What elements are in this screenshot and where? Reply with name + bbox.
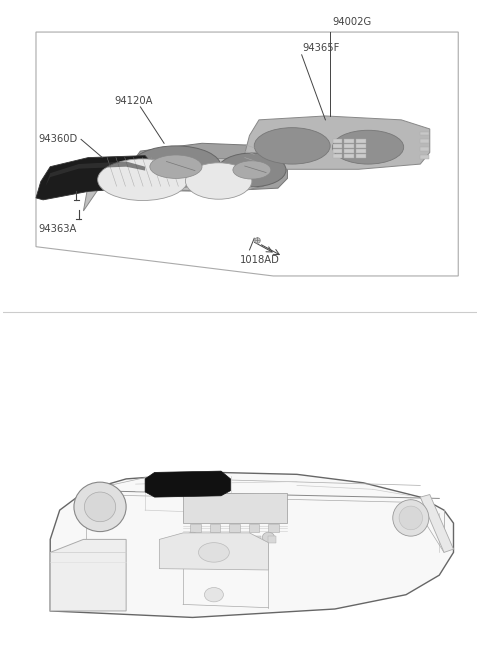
Bar <box>249 524 259 532</box>
Bar <box>356 144 366 148</box>
Ellipse shape <box>262 532 275 543</box>
Bar <box>268 536 276 543</box>
Bar <box>253 536 261 543</box>
Text: 94363A: 94363A <box>38 224 77 234</box>
Polygon shape <box>36 155 155 200</box>
Bar <box>210 524 220 532</box>
Bar <box>190 524 201 532</box>
Bar <box>229 524 240 532</box>
Bar <box>333 138 342 142</box>
Ellipse shape <box>199 543 229 562</box>
Ellipse shape <box>84 492 116 522</box>
Bar <box>192 536 200 543</box>
Bar <box>238 536 246 543</box>
Polygon shape <box>50 472 454 617</box>
Bar <box>420 139 429 143</box>
Ellipse shape <box>254 128 330 164</box>
Ellipse shape <box>233 161 271 179</box>
Text: 94120A: 94120A <box>114 96 153 106</box>
Bar <box>420 147 429 151</box>
Ellipse shape <box>185 163 252 199</box>
Ellipse shape <box>393 500 429 536</box>
Text: 1018AD: 1018AD <box>240 255 280 265</box>
Text: 94360D: 94360D <box>38 134 78 144</box>
Bar <box>268 524 279 532</box>
Polygon shape <box>46 161 145 186</box>
Bar <box>420 132 429 136</box>
Bar <box>420 155 429 159</box>
Text: 94365F: 94365F <box>302 43 340 53</box>
Bar <box>183 493 288 523</box>
Polygon shape <box>159 533 268 570</box>
Ellipse shape <box>74 482 126 531</box>
Bar <box>208 536 216 543</box>
Ellipse shape <box>97 159 188 201</box>
Ellipse shape <box>399 506 422 530</box>
Polygon shape <box>50 539 126 611</box>
Polygon shape <box>145 471 230 497</box>
Ellipse shape <box>218 153 286 187</box>
Bar <box>356 138 366 142</box>
Bar <box>344 154 354 158</box>
Polygon shape <box>126 143 288 192</box>
Bar <box>344 149 354 153</box>
Bar <box>333 154 342 158</box>
Polygon shape <box>84 157 264 211</box>
Bar <box>344 138 354 142</box>
Ellipse shape <box>131 146 221 188</box>
Text: 94002G: 94002G <box>333 17 372 27</box>
Bar <box>223 536 230 543</box>
Bar <box>333 144 342 148</box>
Bar <box>344 144 354 148</box>
Ellipse shape <box>150 155 202 178</box>
Bar <box>356 154 366 158</box>
Ellipse shape <box>186 532 199 543</box>
Ellipse shape <box>333 131 404 164</box>
Bar <box>333 149 342 153</box>
Ellipse shape <box>204 588 223 602</box>
Bar <box>356 149 366 153</box>
Polygon shape <box>420 495 454 552</box>
Polygon shape <box>240 116 430 172</box>
